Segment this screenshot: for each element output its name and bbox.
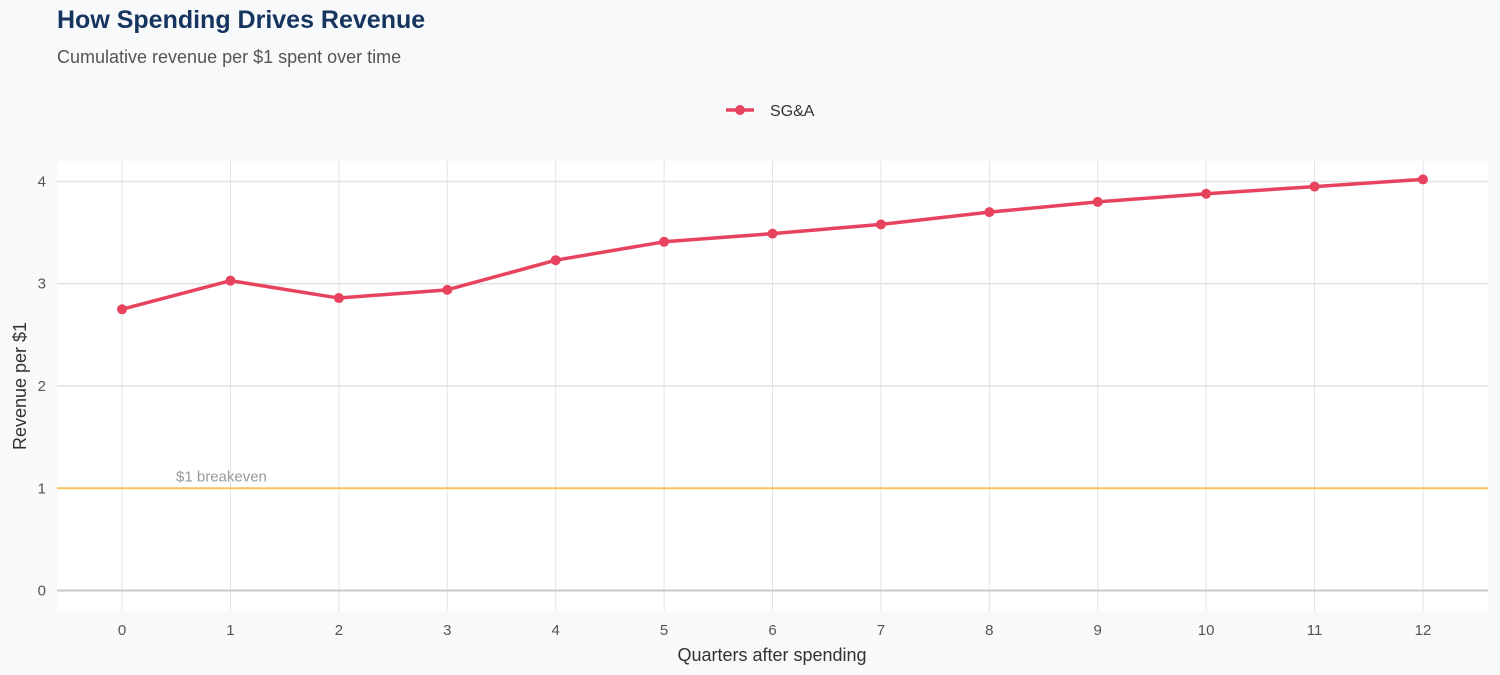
data-point bbox=[1092, 196, 1103, 207]
y-tick-label: 2 bbox=[38, 378, 46, 395]
data-point bbox=[659, 236, 670, 247]
x-tick-label: 6 bbox=[768, 622, 776, 639]
x-tick-label: 12 bbox=[1415, 622, 1432, 639]
y-tick-label: 1 bbox=[38, 480, 46, 497]
chart-subtitle: Cumulative revenue per $1 spent over tim… bbox=[57, 47, 402, 67]
x-tick-label: 11 bbox=[1307, 622, 1323, 639]
data-point bbox=[984, 207, 995, 218]
x-tick-label: 4 bbox=[552, 622, 560, 639]
data-point bbox=[117, 304, 128, 315]
y-tick-label: 3 bbox=[38, 276, 46, 293]
x-tick-label: 10 bbox=[1198, 622, 1215, 639]
x-axis-label: Quarters after spending bbox=[677, 645, 866, 665]
x-tick-label: 8 bbox=[985, 622, 993, 639]
data-point bbox=[333, 293, 344, 304]
breakeven-label: $1 breakeven bbox=[176, 468, 267, 485]
data-point bbox=[225, 275, 236, 286]
x-tick-label: 2 bbox=[335, 622, 343, 639]
data-point bbox=[1417, 174, 1428, 185]
legend: SG&A bbox=[726, 103, 815, 120]
data-point bbox=[442, 284, 453, 295]
y-tick-label: 4 bbox=[38, 173, 46, 190]
chart-title: How Spending Drives Revenue bbox=[57, 6, 426, 34]
data-point bbox=[550, 255, 561, 266]
x-tick-label: 3 bbox=[443, 622, 451, 639]
data-point bbox=[1201, 188, 1212, 199]
y-axis-label: Revenue per $1 bbox=[10, 322, 30, 450]
x-tick-label: 0 bbox=[118, 622, 126, 639]
data-point bbox=[767, 228, 778, 239]
x-tick-label: 9 bbox=[1094, 622, 1102, 639]
y-tick-label: 0 bbox=[38, 583, 46, 600]
data-point bbox=[1309, 181, 1320, 192]
x-tick-label: 5 bbox=[660, 622, 668, 639]
data-point bbox=[875, 219, 886, 230]
legend-marker bbox=[735, 105, 745, 115]
x-tick-label: 7 bbox=[877, 622, 885, 639]
legend-label: SG&A bbox=[770, 103, 815, 120]
x-tick-label: 1 bbox=[226, 622, 234, 639]
